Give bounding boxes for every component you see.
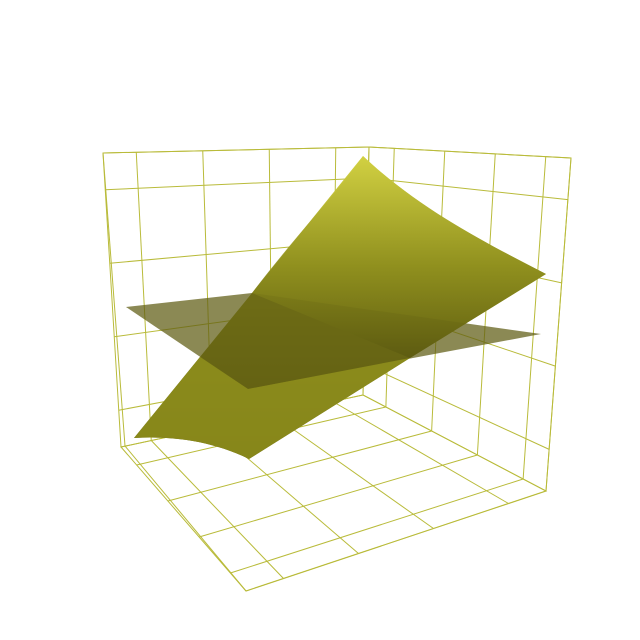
wall-right-gridline-v3 [522, 156, 547, 480]
flat-plane [126, 293, 541, 389]
floor-gridline-h3 [230, 478, 524, 574]
wall-right-gridline-h0 [368, 177, 568, 201]
floor-gridline-v2 [271, 414, 434, 529]
floor-gridline-v3 [332, 401, 509, 504]
wall-left-gridline-h0 [105, 177, 369, 191]
floor-gridline-v0 [150, 440, 284, 579]
wall-left-gridline-v0 [135, 152, 152, 441]
frame-edge-bottom-left [124, 445, 247, 592]
curved-surface-lower [134, 357, 410, 459]
frame-edge-top-left [102, 146, 370, 154]
frame-edge-left [102, 152, 126, 447]
curved-surface-front [252, 156, 546, 358]
frame-edge-top-right [368, 146, 572, 159]
floor-gridline-h1 [167, 430, 432, 502]
wall-right-gridline-h3 [363, 363, 550, 450]
surfaces [126, 156, 546, 459]
frame-edge-bottom-right [245, 490, 547, 592]
front-frame [102, 146, 572, 592]
floor-gridline-h2 [198, 454, 478, 538]
frame-edge-right [545, 157, 572, 492]
